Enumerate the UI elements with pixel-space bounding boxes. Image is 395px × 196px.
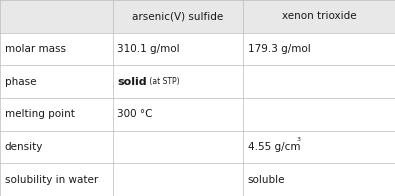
Bar [0,0,395,33]
Text: 4.55 g/cm: 4.55 g/cm [248,142,300,152]
Text: 310.1 g/mol: 310.1 g/mol [117,44,180,54]
Text: phase: phase [5,77,36,87]
Text: solubility in water: solubility in water [5,175,98,185]
Text: 300 °C: 300 °C [117,109,153,119]
Text: arsenic(V) sulfide: arsenic(V) sulfide [132,11,224,21]
Text: molar mass: molar mass [5,44,66,54]
Text: 3: 3 [296,137,300,142]
Text: (at STP): (at STP) [147,77,180,86]
Text: xenon trioxide: xenon trioxide [282,11,356,21]
Text: density: density [5,142,43,152]
Text: solid: solid [117,77,147,87]
Text: melting point: melting point [5,109,75,119]
Text: soluble: soluble [248,175,285,185]
Text: 179.3 g/mol: 179.3 g/mol [248,44,310,54]
